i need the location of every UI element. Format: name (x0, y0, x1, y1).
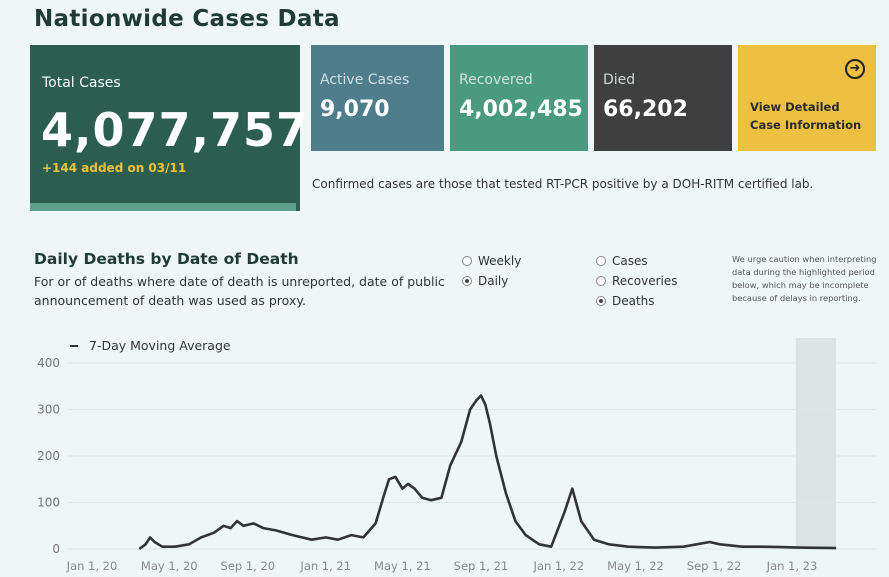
radio-daily-label[interactable]: Daily (478, 274, 509, 288)
died-card: Died 66,202 (594, 45, 732, 151)
page-title: Nationwide Cases Data (34, 6, 340, 32)
legend-label: 7-Day Moving Average (89, 338, 231, 353)
section-description: For or of deaths where date of death is … (34, 274, 445, 308)
active-cases-card: Active Cases 9,070 (311, 45, 444, 151)
total-cases-card: Total Cases 4,077,757 +144 added on 03/1… (30, 45, 308, 211)
total-cases-value: 4,077,757 (41, 103, 309, 157)
radio-recoveries[interactable]: Recoveries (596, 271, 678, 291)
total-cases-label: Total Cases (42, 75, 121, 91)
x-tick-label: Jan 1, 23 (766, 559, 818, 573)
y-tick-label: 100 (37, 496, 60, 510)
radio-circle-weekly[interactable] (462, 256, 472, 266)
x-tick-label: May 1, 22 (607, 559, 664, 573)
radio-circle-deaths[interactable] (596, 296, 606, 306)
radio-circle-daily[interactable] (462, 276, 472, 286)
radio-deaths[interactable]: Deaths (596, 291, 678, 311)
y-tick-label: 200 (37, 449, 60, 463)
x-tick-label: May 1, 20 (141, 559, 198, 573)
active-cases-value: 9,070 (320, 97, 390, 122)
arrow-right-circle-icon[interactable]: ➜ (845, 59, 865, 79)
died-value: 66,202 (603, 97, 688, 122)
y-tick-label: 300 (37, 403, 60, 417)
radio-weekly-label[interactable]: Weekly (478, 254, 522, 268)
x-tick-label: Sep 1, 21 (454, 559, 509, 573)
caution-note: We urge caution when interpreting data d… (732, 254, 877, 303)
metric-radio-group: Cases Recoveries Deaths (596, 251, 678, 311)
view-detailed-line1[interactable]: View Detailed (750, 100, 840, 114)
y-tick-label: 0 (52, 542, 60, 556)
x-tick-label: Jan 1, 20 (66, 559, 118, 573)
deaths-line-chart: 0 100 200 300 400 Jan 1, 20 May 1, 20 Sep 1, 20… (37, 338, 876, 573)
x-tick-label: Jan 1, 21 (299, 559, 351, 573)
radio-weekly[interactable]: Weekly (462, 251, 521, 271)
view-detailed-line2[interactable]: Case Information (750, 118, 862, 132)
x-tick-label: Sep 1, 20 (221, 559, 276, 573)
radio-cases-label[interactable]: Cases (612, 254, 648, 268)
series-line-7-day-moving-average (138, 394, 837, 551)
x-tick-label: May 1, 21 (374, 559, 431, 573)
total-cases-bar (30, 203, 296, 211)
radio-daily[interactable]: Daily (462, 271, 521, 291)
radio-circle-recoveries[interactable] (596, 276, 606, 286)
recovered-label: Recovered (459, 72, 533, 88)
recovered-value: 4,002,485 (459, 97, 583, 122)
view-detailed-case-info-button[interactable]: ➜ View Detailed Case Information (738, 45, 876, 151)
y-tick-label: 400 (37, 356, 60, 370)
radio-cases[interactable]: Cases (596, 251, 678, 271)
confirmed-cases-note: Confirmed cases are those that tested RT… (312, 177, 814, 191)
view-detailed-label[interactable]: View Detailed Case Information (750, 98, 870, 134)
recovered-card: Recovered 4,002,485 (450, 45, 588, 151)
died-label: Died (603, 72, 636, 88)
radio-recoveries-label[interactable]: Recoveries (612, 274, 678, 288)
highlight-period-band (795, 338, 837, 549)
active-cases-label: Active Cases (320, 72, 410, 88)
radio-circle-cases[interactable] (596, 256, 606, 266)
total-cases-added: +144 added on 03/11 (42, 161, 187, 175)
x-tick-label: Sep 1, 22 (687, 559, 742, 573)
period-radio-group: Weekly Daily (462, 251, 521, 291)
radio-deaths-label[interactable]: Deaths (612, 294, 655, 308)
legend-swatch (70, 344, 78, 347)
x-tick-label: Jan 1, 22 (533, 559, 585, 573)
section-title: Daily Deaths by Date of Death (34, 250, 299, 268)
chart-legend: 7-Day Moving Average (70, 338, 231, 353)
